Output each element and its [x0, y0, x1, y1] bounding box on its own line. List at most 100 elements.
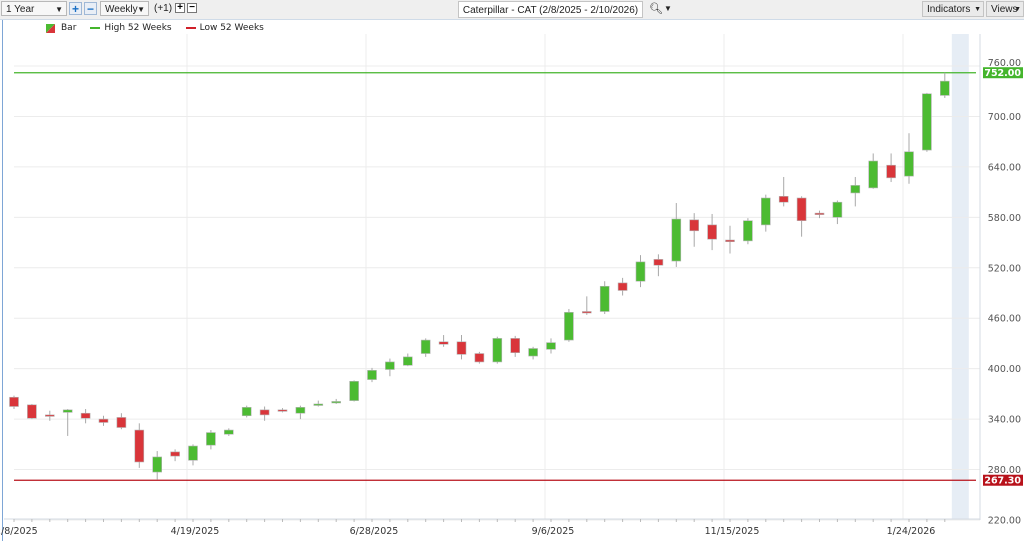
candle-down	[886, 164, 896, 179]
x-tick-label: 1/24/2026	[887, 526, 936, 537]
offset-label: (+1)	[154, 3, 173, 14]
x-tick-label: 2/8/2025	[0, 526, 38, 537]
minus-icon: −	[189, 2, 195, 13]
chevron-down-icon: ▼	[1014, 6, 1021, 13]
candle-up	[241, 407, 252, 417]
y-tick-label: 640.00	[988, 162, 1021, 173]
candle-up	[760, 197, 771, 226]
candle-down	[510, 338, 521, 353]
legend-bar: Bar	[61, 23, 77, 33]
period-value: 1 Year	[6, 4, 35, 15]
low-52-weeks-tag: 267.30	[984, 476, 1021, 487]
candle-down	[259, 409, 270, 416]
candle-down	[116, 417, 127, 428]
candle-up	[206, 432, 216, 446]
plus-icon: +	[71, 2, 79, 16]
candle-up	[349, 380, 359, 401]
zoom-out-button[interactable]: −	[84, 2, 97, 15]
chevron-down-icon: ▼	[137, 5, 145, 14]
symbol-title-field[interactable]: Caterpillar - CAT (2/8/2025 - 2/10/2026)	[458, 1, 643, 18]
candle-down	[80, 412, 91, 419]
candle-up	[599, 285, 610, 312]
y-tick-label: 580.00	[988, 213, 1021, 224]
interval-value: Weekly	[105, 4, 138, 15]
period-select[interactable]: 1 Year ▼	[1, 1, 67, 16]
offset-decrease-button[interactable]: −	[187, 3, 197, 13]
candle-up	[367, 370, 377, 380]
high-line-legend-icon	[90, 26, 101, 29]
x-tick-label: 9/6/2025	[532, 526, 575, 537]
candle-down	[474, 353, 485, 363]
candle-down	[438, 341, 449, 345]
y-tick-label: 220.00	[988, 516, 1021, 527]
chevron-down-icon: ▼	[974, 6, 981, 13]
high-52-weeks-tag-box	[983, 67, 1023, 79]
candle-up	[224, 429, 234, 435]
chevron-down-icon[interactable]: ▼	[664, 4, 672, 13]
offset-increase-button[interactable]: +	[175, 3, 185, 13]
candle-up	[743, 220, 753, 242]
legend: Bar High 52 Weeks Low 52 Weeks	[46, 23, 268, 33]
x-tick-label: 11/15/2025	[705, 526, 760, 537]
candle-down	[170, 451, 180, 457]
candle-down	[725, 239, 735, 243]
candle-up	[635, 261, 646, 282]
candle-up	[671, 218, 682, 262]
views-label: Views	[991, 4, 1018, 15]
candle-up	[62, 409, 73, 413]
y-tick-label: 700.00	[988, 112, 1021, 123]
candle-up	[832, 201, 843, 218]
candle-down	[134, 429, 145, 463]
candle-down	[9, 396, 19, 407]
candle-up	[313, 403, 324, 406]
y-tick-label: 760.00	[988, 58, 1021, 69]
y-tick-label: 340.00	[988, 415, 1021, 426]
low-line-legend-icon	[185, 26, 196, 29]
candle-up	[492, 338, 503, 363]
candle-down	[778, 196, 789, 203]
candle-up	[939, 80, 950, 96]
minus-icon: −	[86, 2, 94, 16]
interval-select[interactable]: Weekly ▼	[100, 1, 149, 16]
x-tick-label: 6/28/2025	[350, 526, 399, 537]
candle-down	[27, 404, 37, 419]
plus-icon: +	[177, 2, 183, 13]
zoom-in-button[interactable]: +	[69, 2, 82, 15]
candle-up	[922, 93, 932, 151]
y-tick-label: 520.00	[988, 263, 1021, 274]
toolbar: 1 Year ▼ + − Weekly ▼ (+1) + − Caterpillar…	[0, 0, 1024, 20]
candle-down	[796, 197, 807, 221]
legend-low-52-weeks: Low 52 Weeks	[199, 23, 264, 33]
low-52-weeks-tag-box	[983, 474, 1023, 486]
indicators-label: Indicators	[927, 4, 971, 15]
candle-up	[402, 356, 413, 366]
candle-up	[868, 160, 879, 189]
candle-up	[904, 151, 914, 177]
candle-down	[456, 341, 467, 355]
candle-down	[98, 418, 109, 423]
x-tick-label: 4/19/2025	[171, 526, 220, 537]
chevron-down-icon: ▼	[55, 5, 63, 14]
chart-border	[2, 20, 3, 541]
candle-up	[152, 456, 162, 473]
candle-down	[617, 282, 628, 291]
candle-up	[420, 339, 431, 354]
search-icon[interactable]: 🔍︎	[649, 3, 663, 15]
y-tick-label: 460.00	[988, 314, 1021, 325]
candle-up	[295, 407, 306, 414]
candle-up	[546, 342, 556, 350]
candle-down	[581, 311, 592, 314]
candle-up	[385, 361, 395, 370]
y-tick-label: 280.00	[988, 465, 1021, 476]
candle-up	[564, 312, 574, 341]
candle-down	[814, 212, 825, 215]
candle-up	[528, 348, 538, 357]
indicators-button[interactable]: Indicators ▼	[922, 1, 984, 17]
candle-down	[277, 409, 288, 412]
candle-up	[188, 445, 198, 461]
candle-up	[850, 185, 861, 194]
candle-down	[653, 259, 664, 266]
candle-down	[44, 414, 55, 417]
views-button[interactable]: Views ▼	[986, 1, 1024, 17]
